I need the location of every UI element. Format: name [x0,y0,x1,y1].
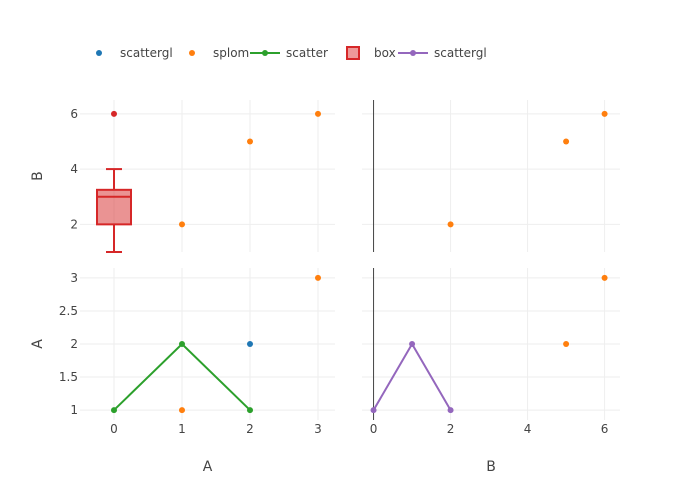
legend-marker-icon [189,50,195,56]
box-body [96,188,132,226]
y-tick-label: 3 [70,271,78,285]
box-trace[interactable] [96,110,132,253]
y-tick-label: 4 [70,162,78,176]
y-tick-label: 1.5 [59,370,78,384]
legend-label: scattergl [120,46,173,60]
data-point[interactable] [563,138,570,145]
legend-item[interactable]: box [346,46,396,60]
data-point[interactable] [247,341,253,347]
y-tick-label: 6 [70,107,78,121]
x-tick-label: 2 [246,422,254,436]
legend-label: scatter [286,46,328,60]
x-tick-label: 6 [601,422,609,436]
x-tick-label: 3 [314,422,322,436]
legend-label: splom [213,46,249,60]
y-axis-title: B [30,171,46,181]
box-outlier-point[interactable] [111,110,117,117]
data-point[interactable] [315,274,321,281]
panel-bottom-left: 1 1.5 2 2.5 3 0 1 2 3 A A [30,268,335,475]
x-tick-label: 4 [524,422,532,436]
data-point[interactable] [447,221,454,228]
legend-item[interactable]: scattergl [398,46,487,60]
y-tick-label: 2.5 [59,304,78,318]
data-point[interactable] [370,407,377,414]
legend-marker-icon [262,50,268,56]
panel-bottom-right: 0 2 4 6 B [362,268,620,475]
panel-top-left: 2 4 6 B [30,100,335,253]
data-point[interactable] [179,407,185,414]
data-point[interactable] [315,110,321,117]
data-point[interactable] [447,407,454,414]
y-tick-label: 2 [70,217,78,231]
data-point[interactable] [409,341,416,347]
legend[interactable]: scattergl splom scatter box scattergl [96,46,487,60]
x-tick-label: 0 [110,422,118,436]
x-axis-title: A [203,459,213,475]
x-axis-title: B [486,459,496,475]
x-tick-label: 2 [447,422,455,436]
y-tick-label: 2 [70,337,78,351]
legend-item[interactable]: scattergl [96,46,173,60]
legend-marker-icon [410,50,416,56]
x-tick-label: 0 [370,422,378,436]
data-point[interactable] [179,221,185,228]
legend-box-icon [346,46,360,60]
x-tick-label: 1 [178,422,186,436]
legend-label: scattergl [434,46,487,60]
legend-item[interactable]: splom [189,46,249,60]
y-axis-title: A [30,339,46,349]
legend-marker-icon [96,50,102,56]
data-point[interactable] [601,110,608,117]
data-point[interactable] [563,341,570,347]
legend-label: box [374,46,396,60]
data-point[interactable] [247,138,253,145]
panel-top-right [362,100,620,252]
data-point[interactable] [179,341,185,347]
y-tick-label: 1 [70,403,78,417]
data-point[interactable] [111,407,117,414]
legend-item[interactable]: scatter [250,46,328,60]
data-point[interactable] [601,274,608,281]
chart-panels: 2 4 6 B 1 1.5 2 2.5 3 0 1 2 3 A A 0 2 4 6 B [30,100,620,475]
data-point[interactable] [247,407,253,414]
